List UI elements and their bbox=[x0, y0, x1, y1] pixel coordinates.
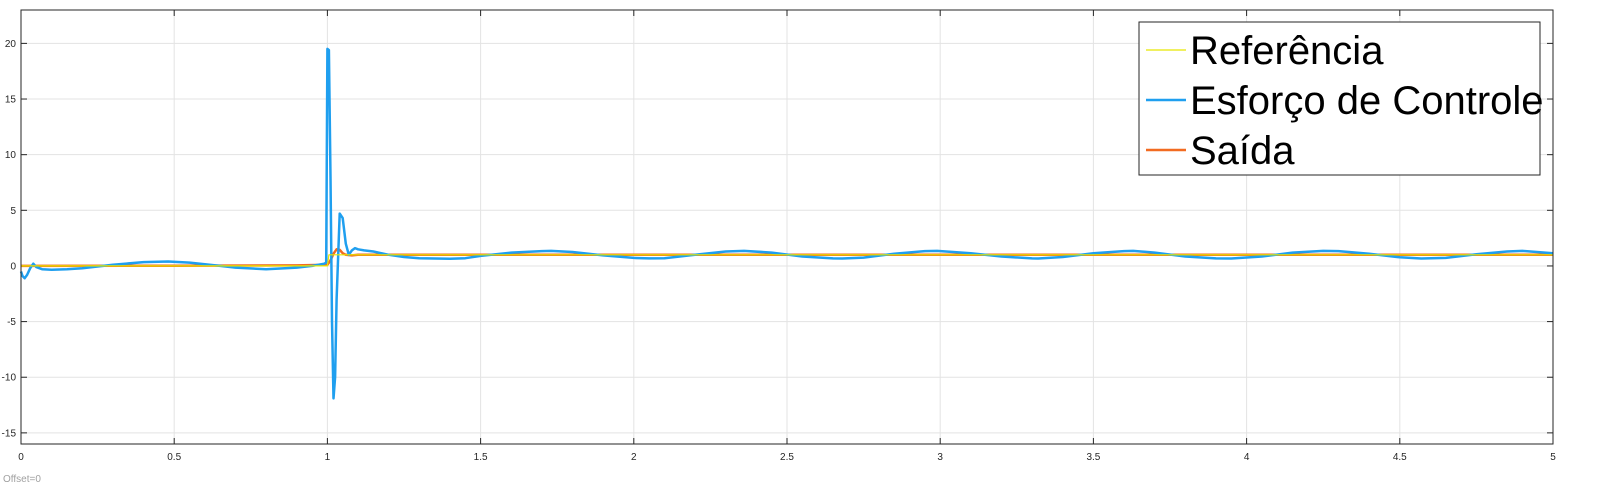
y-tick-label: -10 bbox=[2, 373, 17, 384]
x-tick-label: 0.5 bbox=[167, 452, 181, 463]
legend-label-referencia: Referência bbox=[1190, 29, 1384, 73]
x-tick-label: 4 bbox=[1244, 452, 1250, 463]
series-layer bbox=[19, 47, 1554, 400]
offset-label: Offset=0 bbox=[3, 474, 41, 485]
x-tick-label: 2.5 bbox=[780, 452, 794, 463]
x-tick-label: 1.5 bbox=[474, 452, 488, 463]
x-tick-label: 1 bbox=[325, 452, 331, 463]
y-tick-label: 5 bbox=[10, 206, 16, 217]
x-tick-label: 5 bbox=[1550, 452, 1556, 463]
legend-label-saida: Saída bbox=[1190, 129, 1295, 173]
tick-marks bbox=[20, 10, 1554, 444]
y-tick-label: -5 bbox=[7, 317, 16, 328]
x-tick-label: 3.5 bbox=[1086, 452, 1100, 463]
legend-box bbox=[1138, 21, 1541, 176]
y-tick-label: 10 bbox=[5, 150, 17, 161]
x-tick-label: 0 bbox=[18, 452, 24, 463]
y-tick-label: 0 bbox=[10, 261, 16, 272]
y-tick-label: 20 bbox=[5, 39, 17, 50]
x-tick-label: 3 bbox=[937, 452, 943, 463]
series-line-referencia bbox=[21, 254, 1553, 267]
y-tick-label: -15 bbox=[2, 428, 17, 439]
tick-labels: 0 0.5 1 1.5 2 2.5 3 3.5 4 4.5 5 -15 -10 -5 0 5 10 15 20 bbox=[2, 39, 1557, 463]
x-tick-label: 4.5 bbox=[1393, 452, 1407, 463]
x-tick-label: 2 bbox=[631, 452, 637, 463]
y-tick-label: 15 bbox=[5, 95, 17, 106]
legend: Referência Esforço de Controle Saída bbox=[1138, 21, 1544, 176]
plot-frame bbox=[20, 9, 1554, 445]
legend-label-esforco-de-controle: Esforço de Controle bbox=[1190, 79, 1544, 123]
